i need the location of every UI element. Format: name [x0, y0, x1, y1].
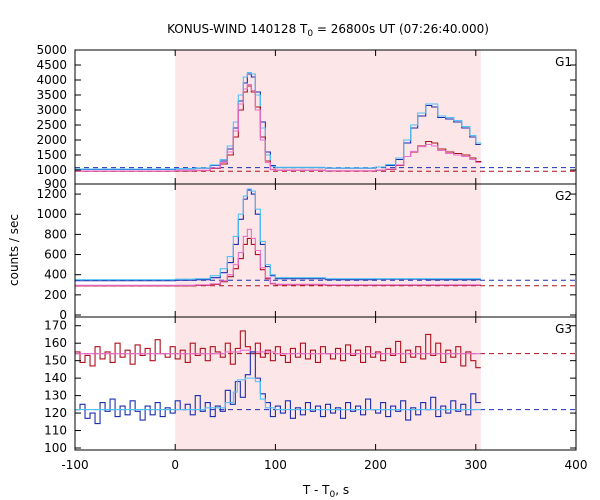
y-tick-label: 800: [44, 227, 67, 241]
y-tick-label: 1200: [36, 187, 67, 201]
x-tick-label: 200: [364, 458, 387, 472]
y-tick-label: 130: [44, 389, 67, 403]
series-group: [75, 330, 481, 425]
series-line-light-blue: [75, 377, 481, 411]
y-tick-label: 400: [44, 268, 67, 282]
y-tick-label: 5000: [36, 43, 67, 57]
y-tick-label: 1000: [36, 163, 67, 177]
y-tick-label: 2000: [36, 133, 67, 147]
panel-label: G3: [555, 322, 572, 336]
series-line-pink: [75, 349, 481, 355]
series-line-dark-red: [75, 330, 481, 369]
x-tick-label: 300: [464, 458, 487, 472]
y-tick-label: 1000: [36, 207, 67, 221]
x-tick-label: -100: [61, 458, 88, 472]
y-tick-label: 2500: [36, 118, 67, 132]
y-tick-label: 3500: [36, 88, 67, 102]
chart-title: KONUS-WIND 140128 T0 = 26800s UT (07:26:…: [167, 22, 489, 39]
y-tick-label: 100: [44, 441, 67, 455]
y-axis-title: counts / sec: [7, 214, 21, 286]
panel-g3: 100 110 120 130 140 150 160 170 G3: [44, 316, 577, 455]
series-line-pink: [75, 83, 481, 172]
x-tick-label: 0: [171, 458, 179, 472]
series-line-dark-blue: [75, 351, 481, 425]
x-tick-label: 100: [264, 458, 287, 472]
panel-label: G2: [555, 189, 572, 203]
y-tick-label: 4500: [36, 58, 67, 72]
y-tick-label: 140: [44, 371, 67, 385]
series-group: [75, 71, 482, 172]
shaded-interval: [175, 184, 481, 317]
x-axis: -100 0 100 200 300 400: [61, 458, 587, 472]
shaded-interval: [175, 317, 481, 450]
y-tick-label: 900: [44, 177, 67, 191]
y-tick-label: 160: [44, 336, 67, 350]
y-tick-label: 3000: [36, 103, 67, 117]
y-tick-label: 120: [44, 406, 67, 420]
y-tick-label: 600: [44, 248, 67, 262]
series-line-light-blue: [75, 188, 481, 281]
y-tick-label: 150: [44, 354, 67, 368]
series-line-light-blue: [75, 71, 482, 170]
x-tick-label: 400: [565, 458, 588, 472]
y-tick-label: 110: [44, 424, 67, 438]
series-line-pink: [75, 228, 481, 286]
panel-g2: 0 200 400 600 800 1000 1200 G2: [36, 183, 577, 322]
panel-label: G1: [555, 55, 572, 69]
y-tick-label: 170: [44, 319, 67, 333]
y-tick-label: 1500: [36, 148, 67, 162]
x-axis-title: T - T0, s: [302, 483, 349, 500]
y-tick-label: 4000: [36, 73, 67, 87]
series-group: [75, 188, 481, 287]
y-tick-label: 200: [44, 288, 67, 302]
chart-panels: 100015002000250030003500400045005000900G…: [36, 43, 577, 455]
shaded-interval: [175, 50, 481, 184]
y-tick-label: 0: [59, 308, 67, 322]
panel-frame: [74, 316, 577, 451]
